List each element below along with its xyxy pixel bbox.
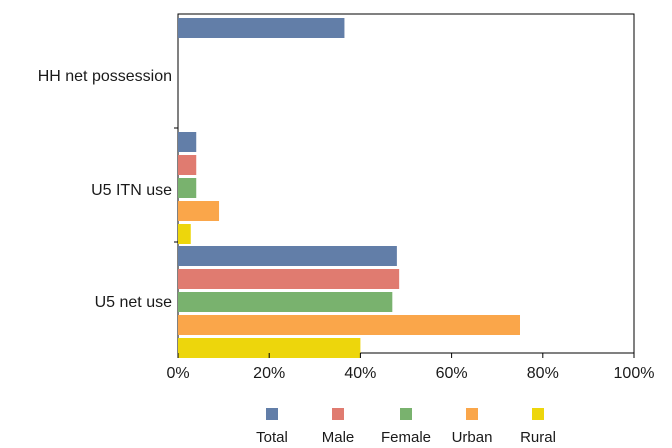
legend: Total Male Female Urban Rural: [256, 408, 556, 446]
category-label-hh-net-possession: HH net possession: [38, 68, 172, 85]
category-labels: HH net possession U5 ITN use U5 net use: [38, 68, 172, 311]
legend-swatch-total: [266, 408, 278, 420]
category-label-u5-net-use: U5 net use: [95, 294, 172, 311]
legend-label-male: Male: [322, 429, 355, 446]
legend-swatch-female: [400, 408, 412, 420]
legend-label-female: Female: [381, 429, 431, 446]
legend-label-rural: Rural: [520, 429, 556, 446]
legend-swatch-rural: [532, 408, 544, 420]
bar-u5-itn-use-male: [178, 155, 197, 175]
bar-hh-net-possession-total: [178, 18, 345, 38]
bar-u5-itn-use-rural: [178, 224, 191, 244]
x-axis-ticks: 0% 20% 40% 60% 80% 100%: [166, 353, 654, 382]
x-tick-label-0: 0%: [166, 365, 189, 382]
bar-u5-net-use-total: [178, 246, 397, 266]
bar-u5-itn-use-total: [178, 132, 197, 152]
bar-u5-net-use-male: [178, 269, 400, 289]
legend-swatch-male: [332, 408, 344, 420]
category-label-u5-itn-use: U5 ITN use: [91, 182, 172, 199]
bars-group: [178, 18, 520, 358]
x-tick-label-5: 100%: [614, 365, 655, 382]
x-tick-label-4: 80%: [527, 365, 559, 382]
x-tick-label-3: 60%: [436, 365, 468, 382]
bar-u5-net-use-rural: [178, 338, 361, 358]
x-tick-label-2: 40%: [344, 365, 376, 382]
bar-u5-net-use-urban: [178, 315, 520, 335]
legend-swatch-urban: [466, 408, 478, 420]
x-tick-label-1: 20%: [253, 365, 285, 382]
bar-u5-itn-use-urban: [178, 201, 220, 221]
bar-u5-net-use-female: [178, 292, 393, 312]
y-ticks: [174, 127, 178, 243]
bar-u5-itn-use-female: [178, 178, 197, 198]
legend-label-urban: Urban: [452, 429, 493, 446]
legend-label-total: Total: [256, 429, 288, 446]
